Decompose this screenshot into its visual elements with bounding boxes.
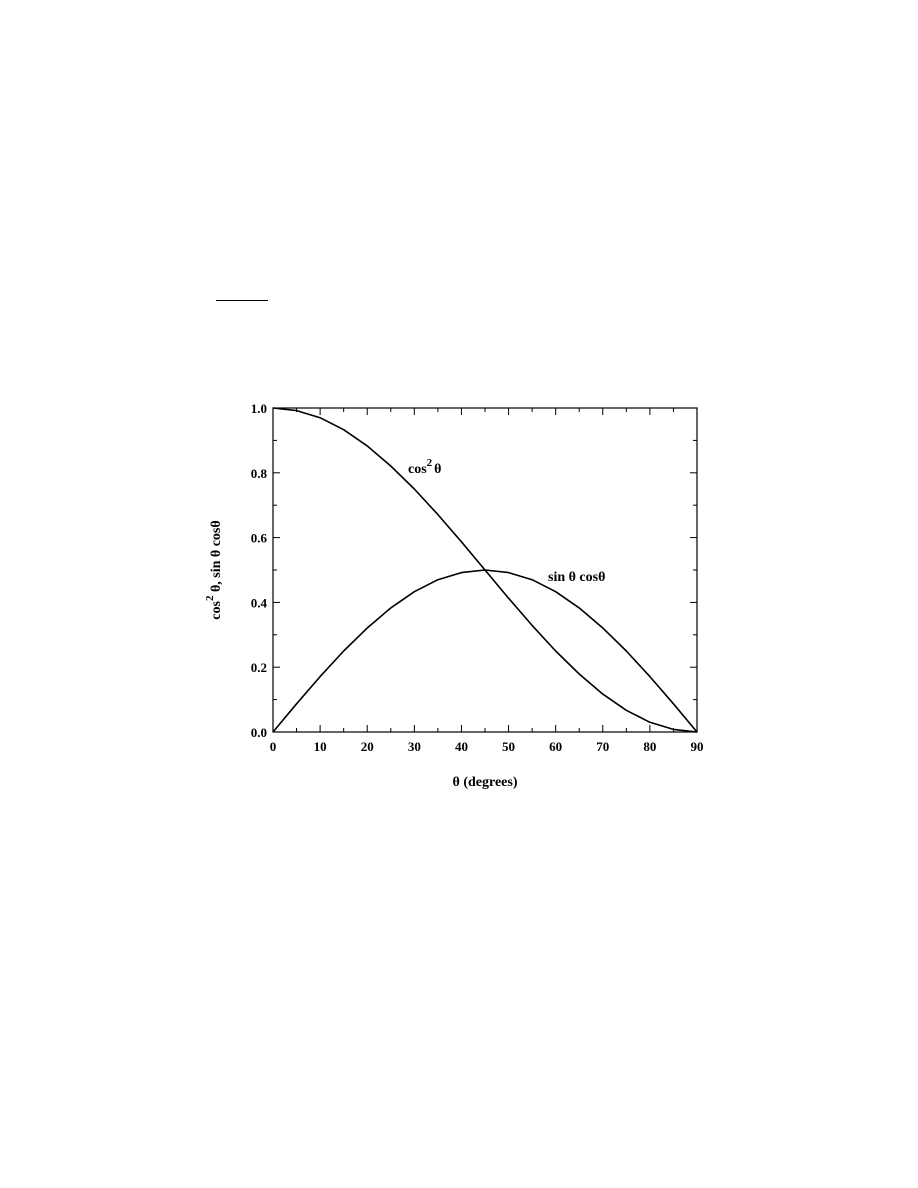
series-label-sin-cos-main: sin θ cosθ xyxy=(548,570,605,585)
x-tick-label: 30 xyxy=(408,739,421,754)
series-line-sin-cos xyxy=(272,569,698,733)
series-label-cos-squared-superscript: 2 xyxy=(427,457,433,469)
tick-labels: 0 10 20 30 40 50 60 70 80 90 0.0 0.2 0.4 0.6 0.8 1.0 xyxy=(251,401,704,754)
x-tick-label: 40 xyxy=(455,739,468,754)
x-tick-label: 0 xyxy=(270,739,277,754)
x-tick-label: 70 xyxy=(596,739,609,754)
series-label-cos-squared-theta: θ xyxy=(434,462,441,477)
y-tick-label: 1.0 xyxy=(251,401,267,416)
y-tick-label: 0.8 xyxy=(251,466,268,481)
x-tick-label: 80 xyxy=(643,739,656,754)
series-label-sin-cos: sin θ cosθ xyxy=(548,570,605,585)
y-tick-label: 0.6 xyxy=(251,531,268,546)
y-axis-label-rest: θ, sin θ cosθ xyxy=(209,520,224,595)
page-rule xyxy=(216,300,268,301)
y-axis-label-superscript: 2 xyxy=(204,595,216,601)
x-axis-label: θ (degrees) xyxy=(453,775,518,790)
series-label-cos-squared: cos2 θ xyxy=(408,457,441,477)
x-tick-label: 50 xyxy=(502,739,515,754)
x-tick-label: 60 xyxy=(549,739,562,754)
x-tick-label: 90 xyxy=(691,739,704,754)
y-tick-label: 0.0 xyxy=(251,725,267,740)
y-axis-label: cos2 θ, sin θ cosθ xyxy=(204,520,224,619)
y-tick-label: 0.2 xyxy=(251,660,267,675)
curves xyxy=(272,407,698,733)
series-label-cos-squared-main: cos xyxy=(408,462,427,477)
x-tick-label: 20 xyxy=(361,739,374,754)
x-tick-label: 10 xyxy=(314,739,327,754)
y-axis-label-cos: cos xyxy=(209,600,224,619)
y-tick-label: 0.4 xyxy=(251,595,268,610)
